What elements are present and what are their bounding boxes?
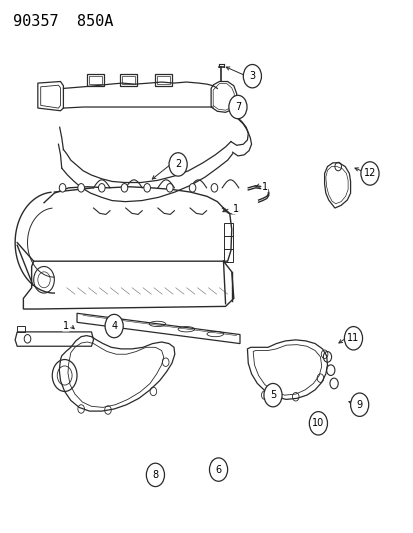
Circle shape	[360, 162, 378, 185]
Text: 6: 6	[215, 465, 221, 474]
Circle shape	[211, 183, 217, 192]
Circle shape	[121, 183, 128, 192]
Text: 4: 4	[111, 321, 117, 331]
Text: 5: 5	[269, 390, 275, 400]
Circle shape	[59, 183, 66, 192]
Text: 9: 9	[356, 400, 362, 410]
Circle shape	[105, 314, 123, 338]
Text: 11: 11	[347, 333, 359, 343]
Text: 10: 10	[311, 418, 324, 429]
Circle shape	[144, 183, 150, 192]
Text: 1: 1	[63, 321, 69, 331]
Circle shape	[146, 463, 164, 487]
Circle shape	[228, 95, 247, 119]
Circle shape	[169, 153, 187, 176]
Circle shape	[309, 411, 327, 435]
Text: 2: 2	[175, 159, 181, 169]
Circle shape	[344, 327, 362, 350]
Circle shape	[243, 64, 261, 88]
Text: 1: 1	[232, 204, 238, 214]
Circle shape	[78, 183, 84, 192]
Circle shape	[98, 183, 105, 192]
Circle shape	[166, 183, 173, 192]
Circle shape	[263, 383, 281, 407]
Text: 12: 12	[363, 168, 375, 179]
Circle shape	[209, 458, 227, 481]
Text: 90357  850A: 90357 850A	[13, 14, 113, 29]
Circle shape	[350, 393, 368, 416]
Text: 7: 7	[234, 102, 240, 112]
Circle shape	[189, 183, 195, 192]
Text: 8: 8	[152, 470, 158, 480]
Text: 1: 1	[261, 182, 267, 192]
Text: 3: 3	[249, 71, 255, 81]
